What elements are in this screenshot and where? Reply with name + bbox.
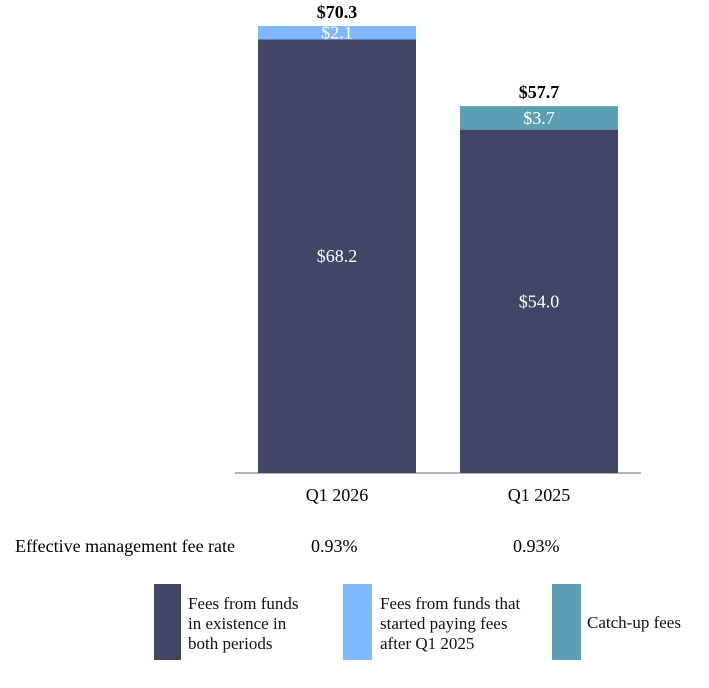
bar-segment-q1-2026-series-1 bbox=[258, 39, 416, 473]
data-label-q1-2026-series-1: $68.2 bbox=[317, 246, 358, 266]
data-label-q1-2025-series-3: $3.7 bbox=[523, 108, 555, 128]
x-tick-label-q1-2026: Q1 2026 bbox=[306, 485, 369, 505]
legend-swatch-existing-funds bbox=[154, 584, 181, 660]
fee-rate-label: Effective management fee rate bbox=[15, 536, 236, 556]
bar-segment-q1-2026-series-2 bbox=[258, 26, 416, 40]
data-label-q1-2025-series-1: $54.0 bbox=[519, 291, 560, 311]
bar-segment-q1-2025-series-3 bbox=[460, 106, 618, 130]
stacked-bar-chart: $68.2 $2.1$70.3 Q1 2026 $54.0 $3.7 $57.7 Q1 20… bbox=[235, 2, 641, 505]
total-label-q1-2025: $57.7 bbox=[519, 82, 560, 102]
data-label-q1-2026-series-2: $2.1 bbox=[321, 23, 353, 43]
legend-label-new-funds: Fees from funds that started paying fees… bbox=[380, 594, 521, 653]
total-label-q1-2026: $70.3 bbox=[317, 2, 358, 22]
fee-rate-q1-2025: 0.93% bbox=[513, 536, 560, 556]
legend-swatch-catch-up-fees bbox=[552, 584, 581, 660]
fee-rate-q1-2026: 0.93% bbox=[311, 536, 358, 556]
legend-label-existing-funds: Fees from funds in existence in both per… bbox=[188, 594, 299, 653]
legend-swatch-new-funds bbox=[343, 584, 372, 660]
x-tick-label-q1-2025: Q1 2025 bbox=[508, 485, 571, 505]
bar-segment-q1-2025-series-1 bbox=[460, 129, 618, 474]
legend-label-catch-up-fees: Catch-up fees bbox=[587, 613, 681, 632]
